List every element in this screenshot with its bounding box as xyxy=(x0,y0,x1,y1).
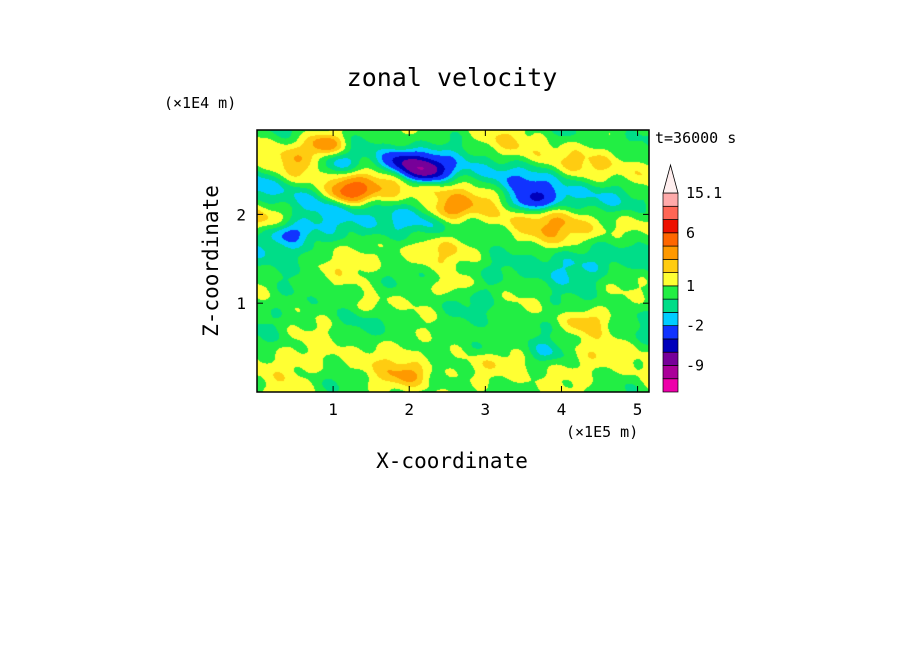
colorbar-band xyxy=(662,205,679,220)
colorbar-band xyxy=(662,285,679,300)
y-axis-label: Z-coordinate xyxy=(199,185,223,337)
colorbar-band xyxy=(662,258,679,273)
colorbar-band xyxy=(662,298,679,313)
x-axis-label: X-coordinate xyxy=(376,449,528,473)
colorbar-band xyxy=(662,192,679,207)
colorbar-extend-arrow xyxy=(662,163,679,194)
colorbar-label: -9 xyxy=(686,356,704,374)
colorbar-band xyxy=(662,219,679,234)
chart-title: zonal velocity xyxy=(347,63,558,92)
plot-frame xyxy=(256,129,650,393)
x-axis-ticks: 1 2 3 4 5 xyxy=(328,130,642,419)
velocity-field-contours xyxy=(257,130,649,392)
x-tick-label: 1 xyxy=(328,400,338,419)
y-tick-label: 2 xyxy=(236,205,246,224)
x-tick-label: 4 xyxy=(557,400,567,419)
colorbar-band xyxy=(662,378,679,393)
colorbar-band xyxy=(662,232,679,247)
x-axis-unit: (×1E5 m) xyxy=(566,423,638,441)
x-tick-label: 2 xyxy=(404,400,414,419)
colorbar-band xyxy=(662,365,679,380)
colorbar-band xyxy=(662,312,679,327)
colorbar-band xyxy=(662,351,679,366)
colorbar-band xyxy=(662,272,679,287)
colorbar-band xyxy=(662,338,679,353)
time-label: t=36000 s xyxy=(655,129,736,147)
x-tick-label: 3 xyxy=(481,400,491,419)
colorbar-band xyxy=(662,325,679,340)
colorbar xyxy=(662,163,679,393)
colorbar-label: 6 xyxy=(686,224,695,242)
colorbar-label: 15.1 xyxy=(686,184,722,202)
colorbar-band xyxy=(662,245,679,260)
x-tick-label: 5 xyxy=(633,400,643,419)
colorbar-label: 1 xyxy=(686,277,695,295)
y-tick-label: 1 xyxy=(236,294,246,313)
colorbar-label: -2 xyxy=(686,317,704,335)
plot-area xyxy=(256,129,650,393)
y-axis-ticks: 12 xyxy=(236,205,649,313)
colorbar-labels: 15.1 6 1 -2 -9 xyxy=(686,184,722,374)
y-axis-unit: (×1E4 m) xyxy=(164,94,236,112)
